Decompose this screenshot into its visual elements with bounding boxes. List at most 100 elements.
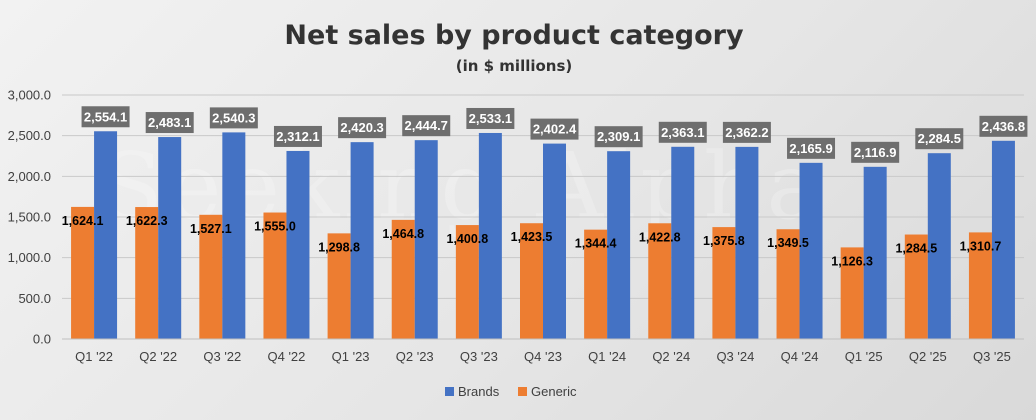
- x-tick-label: Q3 '23: [460, 349, 498, 364]
- brands-data-label: 2,402.4: [533, 122, 577, 137]
- brands-bar: [799, 162, 823, 339]
- generic-data-label: 1,298.8: [318, 240, 360, 254]
- brands-bar: [927, 153, 951, 339]
- brands-bar: [991, 140, 1015, 339]
- brands-data-label-box: [402, 115, 451, 137]
- brands-data-label-box: [273, 125, 322, 147]
- y-tick-label: 2,500.0: [8, 128, 51, 143]
- generic-bar: [776, 229, 800, 339]
- generic-data-label: 1,344.4: [575, 237, 617, 251]
- x-tick-label: Q1 '23: [332, 349, 370, 364]
- generic-data-label: 1,349.5: [767, 236, 809, 250]
- brands-data-label-box: [851, 141, 900, 163]
- generic-data-label: 1,126.3: [831, 254, 873, 268]
- generic-bar: [199, 214, 223, 339]
- brands-data-label: 2,533.1: [469, 111, 512, 126]
- y-tick-label: 0.0: [33, 332, 51, 347]
- generic-data-label: 1,310.7: [960, 239, 1002, 253]
- brands-data-label-box: [466, 107, 515, 129]
- brands-bar: [286, 150, 310, 339]
- brands-bar: [543, 143, 566, 339]
- x-tick-label: Q4 '24: [781, 349, 819, 364]
- brands-data-label-box: [338, 117, 387, 139]
- generic-data-label: 1,375.8: [703, 234, 745, 248]
- x-tick-label: Q2 '22: [139, 349, 177, 364]
- brands-data-label-box: [915, 128, 964, 150]
- brands-data-label-box: [530, 118, 579, 140]
- generic-data-label: 1,527.1: [190, 222, 232, 236]
- legend-label-generic: Generic: [531, 384, 577, 399]
- axes: 0.0 500.0 1,000.0 1,500.0 2,000.0 2,500.0 3,00…: [8, 88, 1024, 364]
- legend-label-brands: Brands: [458, 384, 500, 399]
- x-tick-label: Q2 '25: [909, 349, 947, 364]
- brands-data-label-box: [594, 126, 643, 148]
- brands-data-label: 2,444.7: [405, 118, 448, 133]
- brands-data-label: 2,420.3: [340, 120, 383, 135]
- brands-bar: [671, 146, 695, 339]
- generic-data-label: 1,624.1: [62, 214, 104, 228]
- generic-bar: [584, 229, 608, 339]
- y-tick-label: 1,500.0: [8, 210, 51, 225]
- brands-data-label: 2,436.8: [982, 119, 1025, 134]
- x-tick-label: Q2 '24: [652, 349, 690, 364]
- x-tick-label: Q4 '23: [524, 349, 562, 364]
- chart-title: Net sales by product category: [284, 20, 744, 51]
- generic-bar: [71, 206, 95, 339]
- brands-bar: [94, 131, 118, 339]
- x-tick-label: Q1 '25: [845, 349, 883, 364]
- legend-swatch-brands: [445, 387, 454, 396]
- brands-bar: [414, 140, 438, 339]
- generic-data-label: 1,284.5: [895, 242, 937, 256]
- brands-data-label-box: [658, 121, 707, 143]
- brands-data-label: 2,312.1: [276, 129, 319, 144]
- brands-bar: [478, 132, 502, 339]
- brands-bar: [863, 166, 887, 339]
- brands-bar: [735, 146, 759, 339]
- legend-swatch-generic: [518, 387, 527, 396]
- legend: Brands Generic: [445, 384, 577, 399]
- generic-data-label: 1,464.8: [382, 227, 424, 241]
- brands-data-label-box: [787, 137, 836, 159]
- x-tick-label: Q1 '22: [75, 349, 113, 364]
- data-labels: 1,624.1 2,554.1 1,622.3 2,483.1 1,527.1 2,540…: [62, 106, 1028, 268]
- generic-data-label: 1,422.8: [639, 230, 681, 244]
- generic-bar: [135, 207, 159, 339]
- generic-data-label: 1,555.0: [254, 220, 296, 234]
- x-tick-label: Q2 '23: [396, 349, 434, 364]
- generic-bar: [263, 212, 287, 339]
- generic-data-label: 1,400.8: [447, 232, 489, 246]
- generic-bar: [968, 232, 992, 339]
- brands-data-label: 2,309.1: [597, 129, 640, 144]
- brands-data-label: 2,116.9: [854, 145, 897, 160]
- brands-data-label: 2,363.1: [661, 125, 704, 140]
- x-tick-label: Q3 '25: [973, 349, 1011, 364]
- brands-data-label-box: [145, 112, 194, 134]
- generic-bar: [391, 219, 415, 339]
- generic-bar: [520, 223, 543, 339]
- brands-data-label: 2,483.1: [148, 115, 191, 130]
- bars: [71, 131, 1015, 339]
- generic-bar: [648, 223, 672, 339]
- brands-data-label: 2,284.5: [918, 131, 961, 146]
- generic-bar: [327, 233, 351, 339]
- brands-data-label: 2,554.1: [84, 109, 127, 124]
- brands-data-label-box: [979, 115, 1028, 137]
- generic-bar: [712, 227, 736, 339]
- brands-data-label-box: [81, 106, 130, 128]
- brands-bar: [222, 132, 246, 339]
- x-tick-label: Q4 '22: [268, 349, 306, 364]
- x-tick-label: Q3 '22: [203, 349, 241, 364]
- chart-subtitle: (in $ millions): [456, 57, 573, 75]
- y-tick-label: 2,000.0: [8, 169, 51, 184]
- brands-bar: [158, 137, 182, 339]
- brands-bar: [350, 142, 374, 339]
- brands-data-label-box: [209, 107, 258, 129]
- x-tick-label: Q1 '24: [588, 349, 626, 364]
- brands-data-label: 2,362.2: [725, 125, 768, 140]
- generic-data-label: 1,622.3: [126, 214, 168, 228]
- brands-data-label-box: [722, 121, 771, 143]
- generic-bar: [840, 247, 864, 339]
- y-tick-label: 1,000.0: [8, 250, 51, 265]
